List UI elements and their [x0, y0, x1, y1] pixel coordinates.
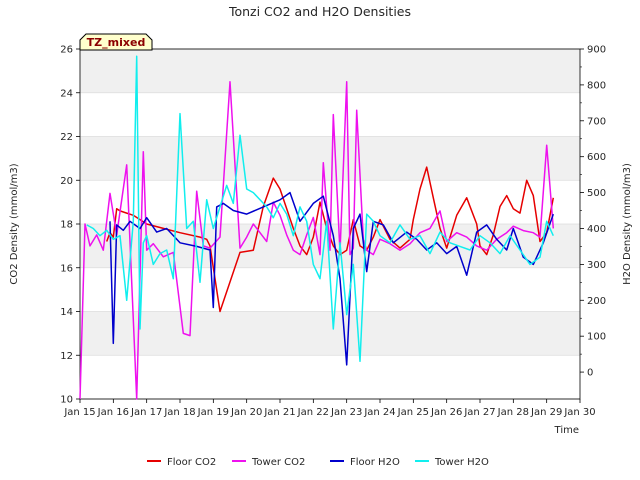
site-badge-label: TZ_mixed	[87, 36, 146, 49]
y-right-tick-label: 100	[587, 332, 606, 343]
site-badge: TZ_mixed	[79, 33, 153, 51]
x-tick-label: Jan 30	[563, 407, 595, 418]
chart-title: Tonzi CO2 and H2O Densities	[228, 4, 411, 19]
y-left-tick-label: 12	[60, 351, 73, 362]
legend-label-floor-co2: Floor CO2	[167, 457, 216, 468]
x-tick-label: Jan 18	[163, 407, 195, 418]
x-axis-label: Time	[554, 425, 579, 436]
legend-label-floor-h2o: Floor H2O	[350, 457, 400, 468]
y-axis-left-label: CO2 Density (mmol/m3)	[9, 163, 20, 284]
y-right-tick-label: 200	[587, 296, 606, 307]
y-left-tick-label: 22	[60, 132, 73, 143]
x-tick-label: Jan 27	[463, 407, 495, 418]
x-tick-label: Jan 26	[430, 407, 462, 418]
x-tick-label: Jan 21	[263, 407, 295, 418]
x-tick-label: Jan 29	[530, 407, 562, 418]
y-right-tick-label: 800	[587, 80, 606, 91]
y-right-tick-label: 0	[587, 368, 593, 379]
x-tick-label: Jan 24	[363, 407, 395, 418]
y-right-tick-label: 300	[587, 260, 606, 271]
grid-band	[80, 136, 580, 181]
series-layer	[79, 55, 555, 400]
grid-bands	[80, 49, 580, 356]
y-left-tick-label: 20	[60, 176, 73, 187]
x-tick-label: Jan 22	[297, 407, 329, 418]
y-right-tick-label: 600	[587, 152, 606, 163]
y-right-tick-label: 900	[587, 45, 606, 56]
series-line-floor-h2o	[109, 191, 555, 366]
y-left-tick-label: 26	[60, 45, 73, 56]
y-right-tick-label: 700	[587, 116, 606, 127]
x-tick-label: Jan 25	[397, 407, 429, 418]
x-tick-label: Jan 28	[497, 407, 529, 418]
axes-layer: Jan 15 Jan 16 Jan 17 Jan 18 Jan 19 Jan 20 Jan …	[60, 45, 606, 419]
y-left-tick-label: 10	[60, 395, 73, 406]
y-axis-right-label: H2O Density (mmol/m3)	[622, 163, 633, 285]
x-tick-label: Jan 23	[330, 407, 362, 418]
series-line-tower-co2	[79, 81, 555, 400]
y-right-tick-label: 500	[587, 188, 606, 199]
grid-band	[80, 311, 580, 356]
x-tick-label: Jan 15	[63, 407, 95, 418]
x-tick-label: Jan 16	[97, 407, 129, 418]
series-line-tower-h2o	[86, 55, 554, 363]
legend: Floor CO2 Tower CO2 Floor H2O Tower H2O	[147, 457, 489, 468]
y-left-tick-label: 14	[60, 307, 73, 318]
legend-label-tower-h2o: Tower H2O	[434, 457, 489, 468]
y-right-tick-label: 400	[587, 224, 606, 235]
legend-label-tower-co2: Tower CO2	[251, 457, 305, 468]
x-tick-label: Jan 20	[230, 407, 262, 418]
x-tick-label: Jan 19	[197, 407, 229, 418]
y-left-tick-label: 24	[60, 88, 73, 99]
site-badge-box	[79, 33, 153, 51]
y-left-tick-label: 18	[60, 220, 73, 231]
y-left-tick-label: 16	[60, 263, 73, 274]
grid-band	[80, 49, 580, 93]
x-tick-label: Jan 17	[130, 407, 162, 418]
